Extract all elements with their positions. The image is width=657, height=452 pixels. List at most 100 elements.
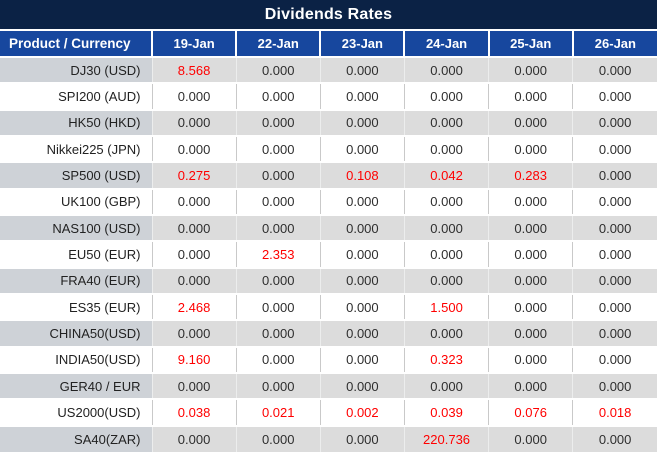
dividend-value-cell: 0.000 <box>235 346 321 374</box>
dividend-value-cell: 0.000 <box>151 320 237 348</box>
dividend-value-cell: 0.000 <box>572 320 657 348</box>
dividend-value-cell: 0.000 <box>572 241 657 269</box>
dividend-value-cell: 0.000 <box>572 425 657 452</box>
dividend-value-cell: 0.000 <box>403 109 489 137</box>
dividend-value-cell: 0.108 <box>319 162 405 190</box>
dividend-value-cell: 0.000 <box>403 372 489 401</box>
product-label: EU50 (EUR) <box>0 241 152 269</box>
dividend-value-cell: 0.000 <box>488 425 573 452</box>
table-row: US2000(USD) 0.038 0.021 0.002 0.039 0.076 0.01… <box>0 399 657 427</box>
dividend-value-cell: 0.000 <box>319 320 405 348</box>
dividend-value-cell: 0.000 <box>151 425 237 452</box>
dividend-value-cell: 0.000 <box>151 135 237 164</box>
product-label: FRA40 (EUR) <box>0 267 152 295</box>
product-label: SA40(ZAR) <box>0 425 152 452</box>
table-row: GER40 / EUR 0.000 0.000 0.000 0.000 0.000 0.00… <box>0 372 657 401</box>
dividend-value-cell: 0.000 <box>319 372 405 401</box>
dividend-value-cell: 0.000 <box>403 241 489 269</box>
dividend-value-cell: 0.000 <box>319 57 405 85</box>
dividend-value-cell: 0.000 <box>151 188 237 216</box>
dividend-value-cell: 0.000 <box>235 83 321 111</box>
product-label: UK100 (GBP) <box>0 188 152 216</box>
dividend-value-cell: 0.323 <box>403 346 489 374</box>
date-column-header: 22-Jan <box>235 31 321 58</box>
table-row: INDIA50(USD) 9.160 0.000 0.000 0.323 0.000 0.0… <box>0 346 657 374</box>
date-column-header: 24-Jan <box>403 31 489 58</box>
product-label: INDIA50(USD) <box>0 346 152 374</box>
dividend-value-cell: 0.000 <box>235 425 321 452</box>
dividend-value-cell: 0.000 <box>319 83 405 111</box>
table-row: NAS100 (USD) 0.000 0.000 0.000 0.000 0.000 0.0… <box>0 214 657 243</box>
dividend-value-cell: 0.000 <box>319 293 405 322</box>
dividend-value-cell: 0.018 <box>572 399 657 427</box>
dividend-value-cell: 0.000 <box>319 188 405 216</box>
dividend-value-cell: 0.000 <box>151 83 237 111</box>
dividend-value-cell: 0.000 <box>235 372 321 401</box>
dividend-value-cell: 0.000 <box>235 57 321 85</box>
dividend-value-cell: 0.000 <box>488 83 573 111</box>
dividend-value-cell: 0.000 <box>319 109 405 137</box>
title-bar: Dividends Rates <box>0 0 657 31</box>
dividend-value-cell: 0.000 <box>319 214 405 243</box>
product-currency-header: Product / Currency <box>0 31 152 58</box>
dividend-value-cell: 0.000 <box>572 83 657 111</box>
dividend-value-cell: 0.000 <box>572 109 657 137</box>
dividend-value-cell: 0.038 <box>151 399 237 427</box>
dividend-value-cell: 2.353 <box>235 241 321 269</box>
dividend-value-cell: 0.000 <box>319 135 405 164</box>
dividend-value-cell: 0.000 <box>403 57 489 85</box>
product-label: Nikkei225 (JPN) <box>0 135 152 164</box>
date-column-header: 19-Jan <box>150 31 237 58</box>
dividend-value-cell: 0.000 <box>488 188 573 216</box>
product-label: SPI200 (AUD) <box>0 83 152 111</box>
table-row: UK100 (GBP) 0.000 0.000 0.000 0.000 0.000 0.00… <box>0 188 657 216</box>
dividend-value-cell: 0.000 <box>235 162 321 190</box>
dividend-value-cell: 0.283 <box>488 162 573 190</box>
table-header-row: Product / Currency 19-Jan 22-Jan 23-Jan 24-J… <box>0 31 657 58</box>
product-label: US2000(USD) <box>0 399 152 427</box>
dividend-value-cell: 0.002 <box>319 399 405 427</box>
table-row: CHINA50(USD) 0.000 0.000 0.000 0.000 0.000 0.0… <box>0 320 657 348</box>
product-label: NAS100 (USD) <box>0 214 152 243</box>
dividend-value-cell: 0.000 <box>235 293 321 322</box>
dividend-value-cell: 0.039 <box>403 399 489 427</box>
dividend-value-cell: 0.000 <box>488 241 573 269</box>
product-label: SP500 (USD) <box>0 162 152 190</box>
dividend-value-cell: 0.000 <box>572 293 657 322</box>
dividend-value-cell: 9.160 <box>151 346 237 374</box>
product-label: ES35 (EUR) <box>0 293 152 322</box>
dividend-value-cell: 0.000 <box>319 267 405 295</box>
table-row: DJ30 (USD) 8.568 0.000 0.000 0.000 0.000 0.000 <box>0 57 657 85</box>
date-column-header: 23-Jan <box>319 31 405 58</box>
table-row: FRA40 (EUR) 0.000 0.000 0.000 0.000 0.000 0.00… <box>0 267 657 295</box>
product-label: CHINA50(USD) <box>0 320 152 348</box>
dividend-value-cell: 0.000 <box>403 188 489 216</box>
dividend-value-cell: 0.000 <box>488 267 573 295</box>
dividend-value-cell: 0.000 <box>488 293 573 322</box>
table-row: EU50 (EUR) 0.000 2.353 0.000 0.000 0.000 0.000 <box>0 241 657 269</box>
dividend-value-cell: 0.000 <box>151 372 237 401</box>
dividend-value-cell: 0.000 <box>151 267 237 295</box>
dividend-value-cell: 0.000 <box>235 109 321 137</box>
dividend-value-cell: 0.000 <box>319 241 405 269</box>
dividend-value-cell: 0.000 <box>572 346 657 374</box>
dividend-value-cell: 0.000 <box>488 346 573 374</box>
dividend-value-cell: 0.000 <box>235 214 321 243</box>
table-row: ES35 (EUR) 2.468 0.000 0.000 1.500 0.000 0.000 <box>0 293 657 322</box>
table-row: SP500 (USD) 0.275 0.000 0.108 0.042 0.283 0.00… <box>0 162 657 190</box>
dividend-value-cell: 0.000 <box>488 109 573 137</box>
product-label: HK50 (HKD) <box>0 109 152 137</box>
dividend-value-cell: 0.000 <box>151 109 237 137</box>
dividend-value-cell: 0.076 <box>488 399 573 427</box>
dividend-value-cell: 0.000 <box>488 135 573 164</box>
dividend-value-cell: 0.275 <box>151 162 237 190</box>
dividend-value-cell: 0.000 <box>403 267 489 295</box>
dividend-value-cell: 0.000 <box>319 346 405 374</box>
dividend-value-cell: 0.000 <box>235 267 321 295</box>
date-column-header: 25-Jan <box>487 31 573 58</box>
dividend-value-cell: 2.468 <box>151 293 237 322</box>
product-label: DJ30 (USD) <box>0 57 152 85</box>
dividend-value-cell: 0.021 <box>235 399 321 427</box>
dividend-value-cell: 0.000 <box>403 83 489 111</box>
